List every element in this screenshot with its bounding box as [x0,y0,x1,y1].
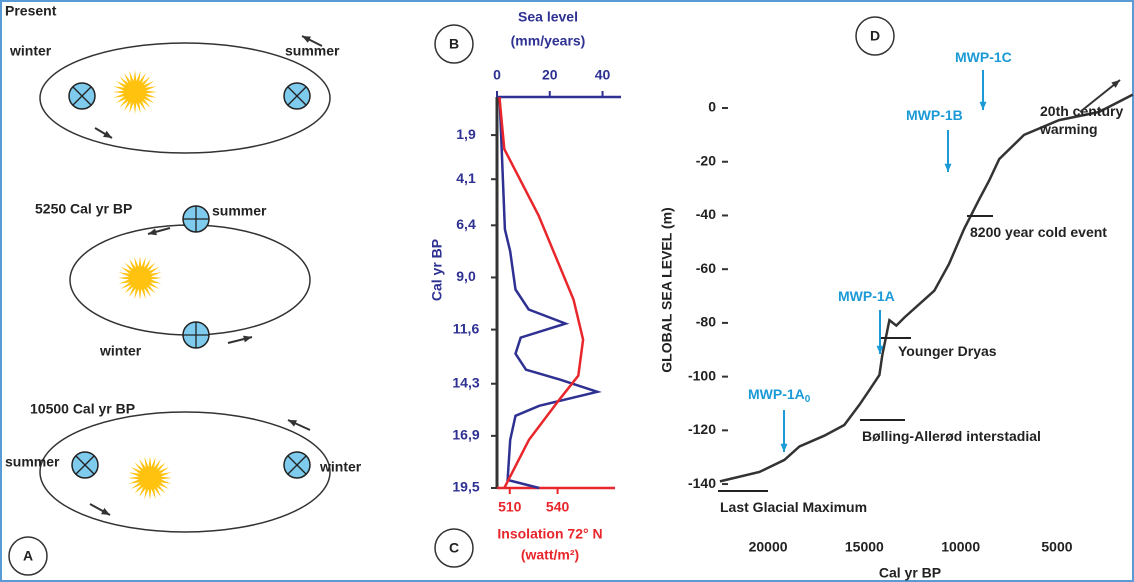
arrow-head [243,335,252,343]
y-tick-label: 11,6 [453,320,480,336]
annotation-text: Younger Dryas [898,343,997,359]
y-tick-label: 6,4 [456,216,476,232]
y-tick-label: -20 [696,152,716,168]
arrow-head [979,101,987,110]
series-line [498,96,585,489]
season-label: winter [99,343,142,359]
x-label: Cal yr BP [879,565,941,581]
annotation: Younger Dryas [898,343,997,359]
annotation: 8200 year cold event [970,224,1107,240]
arrow-head [944,163,952,172]
series-line [498,96,602,490]
globe-axis [75,455,95,475]
season-label: winter [9,43,52,59]
panel-letter: B [449,36,459,52]
y-tick-label: -80 [696,314,716,330]
annotation-subscript: 0 [805,394,811,405]
orbit [39,411,331,533]
annotation: Bølling-Allerød interstadial [862,428,1041,444]
annotation: Last Glacial Maximum [720,499,867,515]
annotation-text: MWP-1A [838,288,895,304]
annotation-text: MWP-1C [955,49,1012,65]
arrow [1079,79,1121,113]
y-tick-label: -140 [688,475,716,491]
y-tick-label: -120 [688,421,716,437]
panel-circle [855,16,895,56]
y-label: GLOBAL SEA LEVEL (m) [659,207,675,372]
arrow-head [1111,80,1120,88]
annotation-text: warming [1039,121,1098,137]
y-tick-label: 19,5 [452,479,479,495]
orbit-title: 5250 Cal yr BP [35,201,132,217]
panel-circle [8,536,48,576]
orbit [69,224,311,336]
arrow-head [876,345,884,354]
annotation-text: Last Glacial Maximum [720,499,867,515]
y-tick-label: 1,9 [456,126,476,142]
y-tick-label: 0 [708,99,716,115]
arrow-head [148,228,157,236]
arrow-head [780,443,788,452]
orbit-title: 10500 Cal yr BP [30,401,135,417]
panel-letter: D [870,28,880,44]
x-label: (mm/years) [511,33,586,49]
orbit-title: Present [5,3,57,19]
sun [118,256,162,300]
globe-axis [72,86,92,106]
x-tick-label: 0 [493,67,501,83]
x-tick-label: 5000 [1041,539,1072,555]
annotation-text: MWP-1A [748,386,805,402]
season-label: summer [285,43,340,59]
y-tick-label: -100 [688,367,716,383]
season-label: winter [319,459,362,475]
annotation: MWP-1A [838,288,895,304]
sun [113,70,157,114]
annotation-text: 8200 year cold event [970,224,1107,240]
season-label: summer [5,454,60,470]
sun [128,456,172,500]
annotation-text: MWP-1B [906,107,963,123]
panel-letter: C [449,540,459,556]
arrow-head [101,507,110,515]
x2-label: Insolation 72° N [497,526,602,542]
y-tick-label: 4,1 [456,170,476,186]
y-tick-label: -40 [696,206,716,222]
annotation: MWP-1C [955,49,1012,65]
series-line [719,93,1134,483]
globe-axis [287,86,307,106]
season-label: summer [212,203,267,219]
y-tick-label: 9,0 [456,268,476,284]
panel-circle [434,24,474,64]
x2-label: (watt/m²) [521,547,579,563]
arrow-head [103,130,112,138]
annotation-text: Bølling-Allerød interstadial [862,428,1041,444]
x2-tick-label: 510 [498,499,522,515]
panel-letter: A [23,548,33,564]
annotation: warming [1039,121,1098,137]
annotation: MWP-1B [906,107,963,123]
panel-circle [434,528,474,568]
x-tick-label: 10000 [941,539,980,555]
x-tick-label: 20 [542,67,558,83]
x-tick-label: 15000 [845,539,884,555]
y-label: Cal yr BP [429,239,445,301]
annotation: MWP-1A0 [748,386,811,405]
y-tick-label: 14,3 [452,374,479,390]
orbit [39,42,331,154]
y-tick-label: -60 [696,260,716,276]
y-tick-label: 16,9 [452,427,479,443]
x-tick-label: 40 [595,67,611,83]
x-label: Sea level [518,9,578,25]
x-tick-label: 20000 [749,539,788,555]
globe-axis [287,455,307,475]
arrow-head [288,420,297,427]
arrow-head [302,36,311,43]
x2-tick-label: 540 [546,499,570,515]
